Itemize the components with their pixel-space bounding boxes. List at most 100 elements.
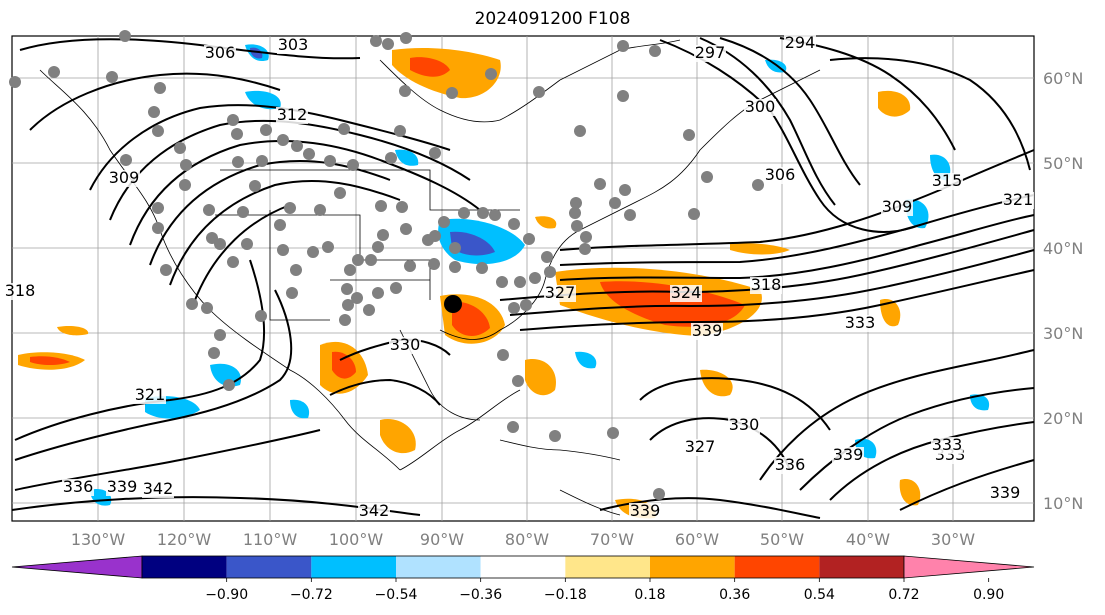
observation-dot [208,347,220,359]
contour-label-bg [784,35,816,52]
observation-dot [186,298,198,310]
observation-dot [476,262,488,274]
contour-label: 318 [5,281,36,300]
observation-dot [160,264,172,276]
colorbar-extend-high [903,555,1035,579]
observation-dot [514,276,526,288]
contour-label: 321 [135,385,166,404]
observation-dot [370,35,382,47]
colorbar-tick-label: −0.54 [375,587,418,603]
contour-label-bg [629,503,661,520]
contour-label: 339 [630,501,661,520]
observation-dot [274,219,286,231]
lat-tick-label: 30°N [1043,324,1083,343]
lon-tick-label: 30°W [931,530,975,549]
colorbar-tick-label: −0.18 [544,587,587,603]
latitude-labels: 60°N 50°N 40°N 30°N 20°N 10°N [1043,69,1083,513]
colorbar-segment [565,556,650,578]
observation-dot [508,218,520,230]
observation-dot [290,264,302,276]
observation-dot [529,272,541,284]
observation-dot [120,154,132,166]
longitude-labels: 130°W 120°W 110°W 100°W 90°W 80°W 70°W 60°W 50°W… [71,530,975,549]
observation-dot [372,287,384,299]
observation-dot [422,234,434,246]
observation-dot [609,197,621,209]
contour-label: 315 [932,171,963,190]
lon-tick-label: 80°W [505,530,549,549]
observation-dot [400,32,412,44]
contour-label-bg [728,417,760,434]
observation-dot [48,66,60,78]
observation-dot [449,242,461,254]
contour-label-bg [62,479,94,496]
observation-dot [174,142,186,154]
contour-label-bg [204,45,236,62]
lat-tick-label: 60°N [1043,69,1083,88]
contour-label: 306 [765,165,796,184]
lon-tick-label: 60°W [675,530,719,549]
contour-label-bg [844,315,876,332]
observation-dot [365,254,377,266]
contour-label: 342 [359,501,390,520]
observation-dot [180,159,192,171]
chart-title: 2024091200 F108 [474,9,631,29]
observation-dot [255,310,267,322]
contour-label: 327 [545,283,576,302]
contour-label-bg [142,481,174,498]
contour-label-bg [389,337,421,354]
contour-label: 339 [107,477,138,496]
observation-dot [260,124,272,136]
observation-dot [580,231,592,243]
observation-dot [214,329,226,341]
observation-dot [119,30,131,42]
observation-dot [307,246,319,258]
colorbar-tick-label: −0.36 [459,587,502,603]
observation-dot [314,204,326,216]
observation-dot [429,147,441,159]
observation-dot [214,238,226,250]
observation-dot [594,178,606,190]
colorbar-tick-label: 0.72 [888,587,919,603]
contour-label-bg [134,387,166,404]
storm-center-marker [444,295,462,313]
contour-label: 297 [695,43,726,62]
colorbar-tick-label: 0.18 [634,587,665,603]
observation-dot [152,202,164,214]
lon-tick-label: 50°W [760,530,804,549]
observation-dot [284,202,296,214]
observation-dot [688,208,700,220]
observation-dot [399,85,411,97]
observation-dot [508,302,520,314]
observation-dot [446,87,458,99]
observation-dot [428,258,440,270]
colorbar-extend-low [11,555,143,579]
contour-label-bg [832,447,864,464]
contour-label: 324 [671,283,702,302]
observation-dot [485,68,497,80]
contour-label: 309 [109,168,140,187]
observation-dot [286,287,298,299]
observation-dot [237,206,249,218]
observation-dot [507,421,519,433]
contour-label-bg [989,485,1021,502]
observation-dot [523,233,535,245]
contour-label-bg [358,503,390,520]
observation-dot [9,76,21,88]
observation-dot [701,171,713,183]
observation-dot [277,134,289,146]
colorbar-tick-label: 0.54 [804,587,835,603]
observation-dot [227,114,239,126]
observation-dot [541,251,553,263]
observation-dot [377,229,389,241]
contour-label-bg [774,457,806,474]
observation-dot [334,187,346,199]
observation-dot [231,128,243,140]
observation-dot [203,204,215,216]
observation-dot [372,241,384,253]
observation-dot [404,260,416,272]
contour-label: 300 [745,97,776,116]
observation-dot [382,38,394,50]
lon-tick-label: 110°W [243,530,298,549]
colorbar-segment [142,556,227,578]
